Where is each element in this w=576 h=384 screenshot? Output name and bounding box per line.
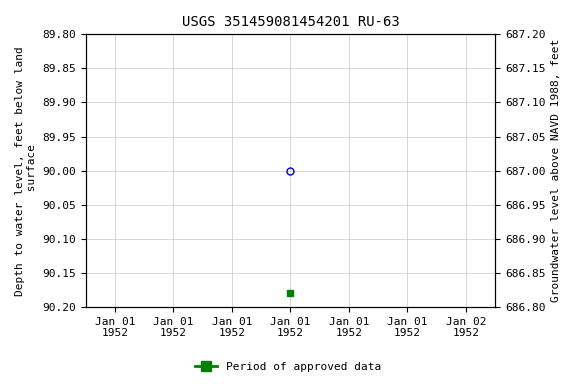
Legend: Period of approved data: Period of approved data [191, 358, 385, 377]
Y-axis label: Depth to water level, feet below land
 surface: Depth to water level, feet below land su… [15, 46, 37, 296]
Y-axis label: Groundwater level above NAVD 1988, feet: Groundwater level above NAVD 1988, feet [551, 39, 561, 302]
Title: USGS 351459081454201 RU-63: USGS 351459081454201 RU-63 [181, 15, 399, 29]
